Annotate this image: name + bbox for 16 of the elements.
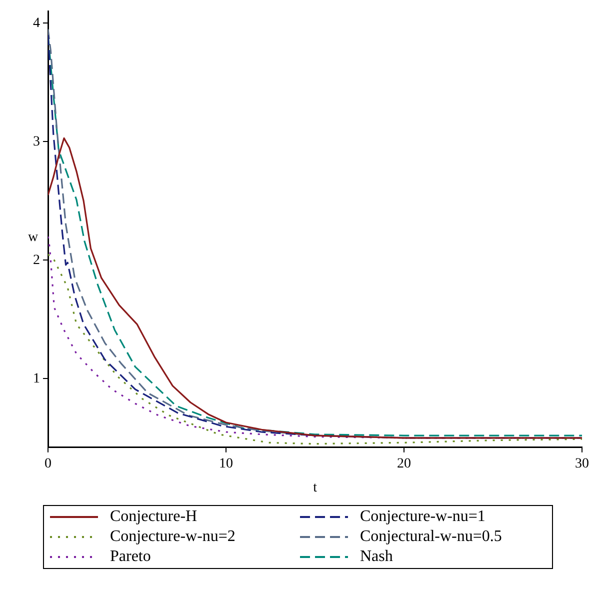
x-tick-label: 0 (44, 456, 52, 472)
legend-label: Conjectural-w-nu=0.5 (360, 527, 502, 547)
legend-label: Conjecture-w-nu=1 (360, 507, 486, 527)
legend-label: Pareto (110, 547, 151, 567)
x-axis-title: t (313, 480, 318, 496)
y-tick-label: 1 (33, 371, 40, 386)
x-tick-label: 20 (397, 456, 411, 472)
y-tick-label: 2 (33, 252, 40, 268)
y-tick-label: 3 (33, 134, 40, 150)
y-tick-label: 4 (33, 16, 40, 31)
legend-label: Conjecture-w-nu=2 (110, 527, 236, 547)
x-tick-label: 10 (219, 456, 233, 472)
legend-label: Conjecture-H (110, 507, 198, 527)
x-tick-label: 30 (575, 456, 589, 472)
y-axis-title: w (28, 230, 38, 246)
legend-label: Nash (360, 547, 393, 567)
